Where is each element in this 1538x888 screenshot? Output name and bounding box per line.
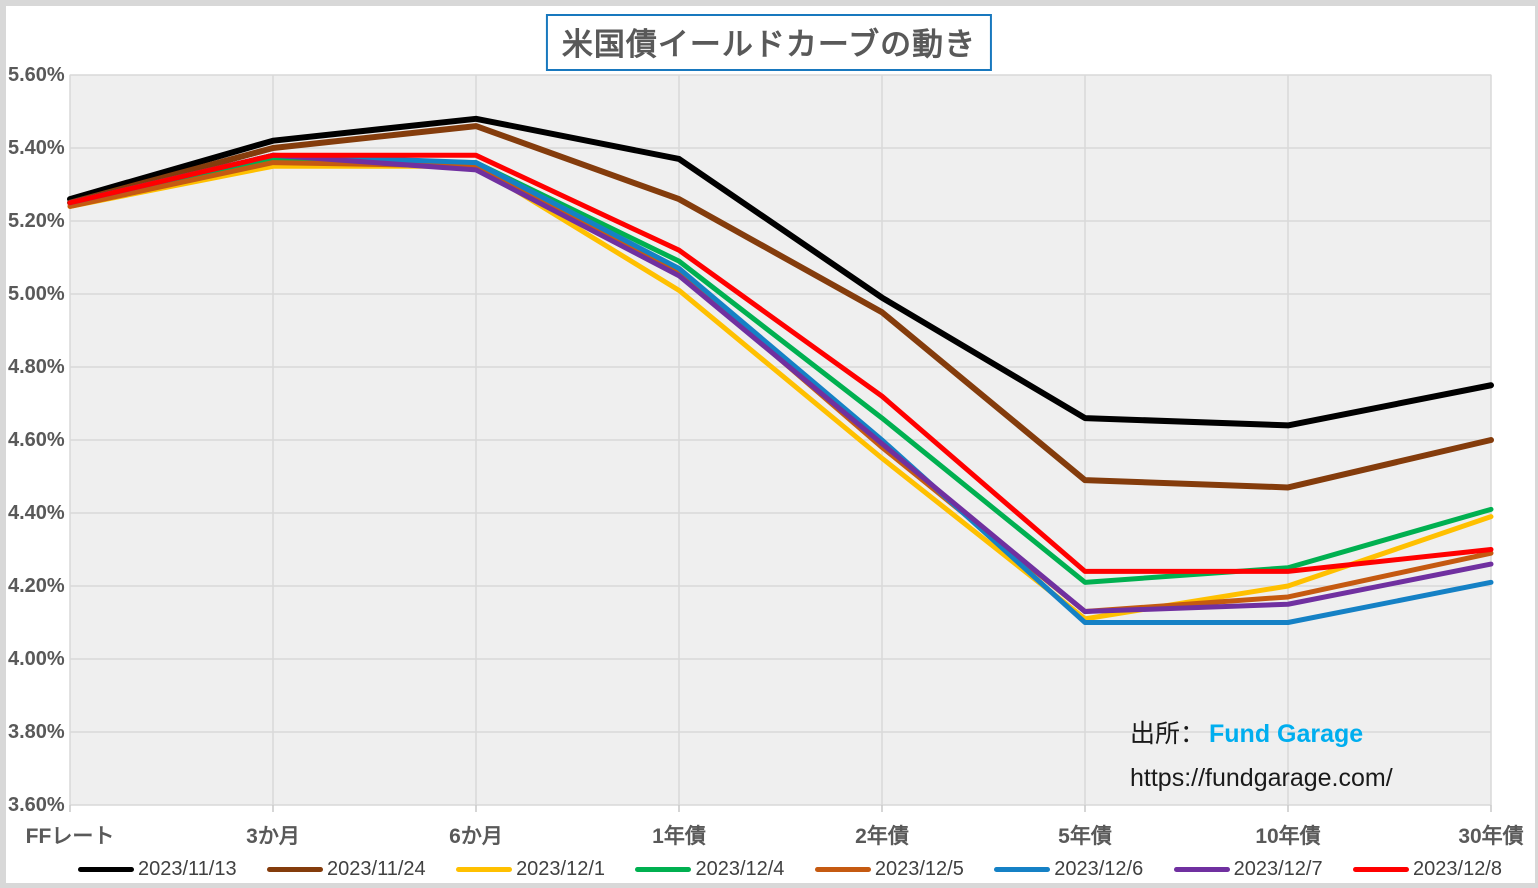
legend-swatch bbox=[78, 866, 134, 872]
y-axis-label: 3.80% bbox=[8, 721, 65, 743]
legend-swatch bbox=[1173, 866, 1230, 872]
legend-item: 2023/12/4 bbox=[635, 858, 784, 881]
legend-item: 2023/12/1 bbox=[456, 858, 605, 881]
chart-title: 米国債イールドカーブの動き bbox=[561, 27, 977, 62]
y-axis-label: 4.40% bbox=[8, 502, 65, 524]
legend-item: 2023/12/6 bbox=[994, 858, 1143, 881]
legend-swatch bbox=[814, 866, 871, 872]
x-axis-label: 30年債 bbox=[1458, 825, 1524, 848]
legend-label: 2023/12/5 bbox=[874, 857, 964, 880]
legend-swatch bbox=[456, 866, 513, 872]
x-axis-label: 1年債 bbox=[652, 825, 706, 848]
chart-legend: 2023/11/13 2023/11/24 2023/12/1 2023/12/4 20… bbox=[78, 855, 1502, 883]
source-brand: Fund Garage bbox=[1209, 720, 1364, 748]
legend-item: 2023/12/5 bbox=[814, 857, 964, 881]
y-axis-label: 5.20% bbox=[8, 210, 65, 232]
legend-item: 2023/11/13 bbox=[78, 858, 237, 881]
chart-title-box: 米国債イールドカーブの動き bbox=[545, 14, 993, 71]
legend-label: 2023/12/1 bbox=[516, 857, 606, 880]
x-axis-label: FFレート bbox=[25, 825, 115, 848]
legend-label: 2023/11/13 bbox=[138, 857, 237, 880]
series-line-2023-11-24 bbox=[67, 123, 1494, 491]
x-axis-label: 5年債 bbox=[1058, 825, 1112, 848]
legend-item: 2023/12/8 bbox=[1353, 858, 1502, 881]
x-axis-label: 3か月 bbox=[246, 825, 300, 848]
source-line: 出所： Fund Garage bbox=[1130, 714, 1393, 750]
legend-item: 2023/11/24 bbox=[267, 858, 426, 881]
legend-label: 2023/12/6 bbox=[1054, 857, 1144, 880]
legend-label: 2023/11/24 bbox=[327, 857, 426, 880]
legend-swatch bbox=[267, 866, 324, 872]
legend-swatch bbox=[635, 866, 692, 872]
source-label: 出所： bbox=[1130, 720, 1206, 748]
legend-swatch bbox=[994, 866, 1051, 872]
legend-label: 2023/12/4 bbox=[695, 857, 785, 880]
legend-label: 2023/12/7 bbox=[1233, 857, 1323, 880]
y-axis-label: 5.40% bbox=[8, 137, 65, 159]
legend-item: 2023/12/7 bbox=[1173, 857, 1323, 881]
x-axis-label: 2年債 bbox=[855, 825, 909, 848]
series-line-2023-12-8 bbox=[67, 152, 1494, 574]
y-axis-label: 3.60% bbox=[8, 794, 65, 816]
y-axis-label: 4.00% bbox=[8, 648, 65, 670]
y-axis-label: 4.80% bbox=[8, 356, 65, 378]
legend-label: 2023/12/8 bbox=[1413, 857, 1502, 880]
source-attribution: 出所： Fund Garage https://fundgarage.com/ bbox=[1130, 714, 1393, 793]
x-axis-label: 6か月 bbox=[449, 825, 503, 848]
y-axis-label: 5.00% bbox=[8, 283, 65, 305]
series-line-2023-11-13 bbox=[67, 115, 1494, 429]
legend-swatch bbox=[1353, 866, 1410, 872]
y-axis-label: 5.60% bbox=[8, 64, 65, 86]
y-axis-label: 4.60% bbox=[8, 429, 65, 451]
series-line-2023-12-1 bbox=[67, 163, 1494, 622]
x-axis-label: 10年債 bbox=[1255, 825, 1321, 848]
y-axis-label: 4.20% bbox=[8, 575, 65, 597]
source-url: https://fundgarage.com/ bbox=[1130, 764, 1393, 792]
